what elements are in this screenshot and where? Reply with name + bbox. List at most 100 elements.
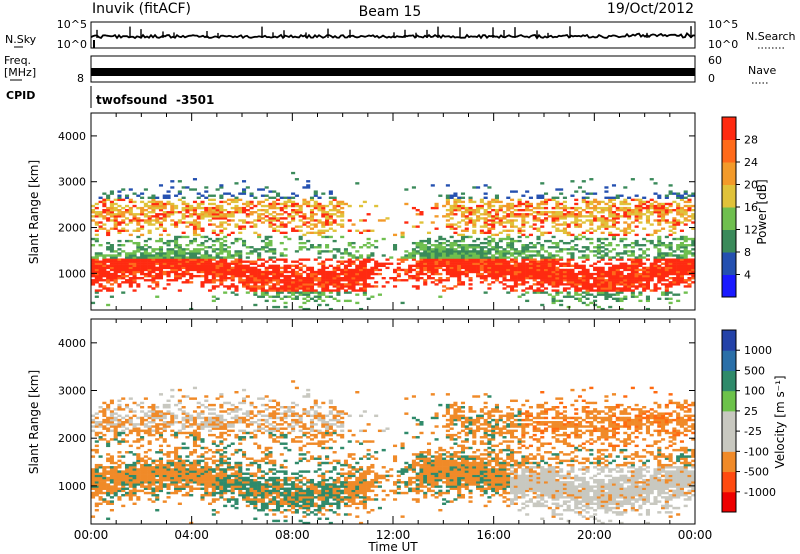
power-cell xyxy=(223,266,228,270)
power-cell xyxy=(291,204,296,208)
power-cell xyxy=(317,281,322,284)
velocity-cell xyxy=(158,412,164,415)
power-cell xyxy=(589,219,594,222)
power-cell xyxy=(442,254,447,257)
power-cell xyxy=(634,258,639,261)
power-cell xyxy=(94,260,99,263)
power-cell xyxy=(211,206,216,210)
power-cell xyxy=(476,270,481,274)
power-cell xyxy=(94,291,99,294)
power-cell xyxy=(668,272,673,276)
power-cell xyxy=(562,262,567,265)
power-cell xyxy=(143,262,148,265)
power-cell xyxy=(189,254,194,257)
power-cell xyxy=(336,204,341,208)
power-cell xyxy=(664,260,669,263)
power-cell xyxy=(192,260,198,263)
power-cell xyxy=(468,252,473,255)
power-cell xyxy=(589,293,594,296)
velocity-cell xyxy=(189,472,194,475)
power-cell xyxy=(638,208,643,212)
power-cell xyxy=(291,208,296,212)
power-cell xyxy=(547,272,552,276)
power-cell xyxy=(91,219,96,222)
power-cell xyxy=(155,262,160,265)
power-cell xyxy=(226,285,231,288)
velocity-cell xyxy=(189,489,194,493)
power-cell xyxy=(555,299,560,303)
power-cell xyxy=(204,250,209,253)
power-cell xyxy=(294,287,299,290)
power-cell xyxy=(638,274,643,278)
power-cell xyxy=(581,200,586,204)
power-cell xyxy=(106,213,111,216)
power-cell xyxy=(98,268,103,272)
velocity-cell xyxy=(128,496,133,499)
power-cell xyxy=(491,258,496,261)
power-cell xyxy=(283,231,288,235)
power-cell xyxy=(494,221,500,224)
power-cell xyxy=(691,217,696,220)
power-cell xyxy=(536,283,541,286)
power-cell xyxy=(94,202,99,206)
power-cell xyxy=(547,281,552,284)
velocity-cell xyxy=(181,461,186,465)
velocity-cell xyxy=(147,470,152,473)
power-cell xyxy=(253,231,258,235)
power-cell xyxy=(653,283,658,286)
power-cell xyxy=(242,225,247,228)
power-cell xyxy=(426,256,432,259)
power-cell xyxy=(449,272,454,276)
power-cell xyxy=(366,268,371,272)
velocity-cell xyxy=(174,451,179,454)
power-cell xyxy=(189,250,194,253)
power-cell xyxy=(396,268,401,272)
power-cell xyxy=(623,213,628,216)
power-cell xyxy=(400,233,405,237)
power-cell xyxy=(479,254,484,257)
power-cell xyxy=(147,254,152,257)
velocity-cell xyxy=(106,491,111,495)
velocity-cell xyxy=(170,483,175,486)
power-cell xyxy=(215,225,220,228)
power-cell xyxy=(374,281,379,284)
power-cell xyxy=(124,208,130,212)
power-cell xyxy=(185,225,190,228)
power-cell xyxy=(136,217,141,220)
velocity-cell xyxy=(143,431,148,435)
velocity-cell xyxy=(177,459,182,463)
power-cell xyxy=(653,182,658,185)
power-cell xyxy=(457,200,462,204)
power-cell xyxy=(128,268,133,272)
power-cell xyxy=(362,266,367,270)
power-cell xyxy=(611,248,617,251)
power-cell xyxy=(562,223,567,226)
power-cell xyxy=(306,258,311,261)
power-cell xyxy=(155,258,160,261)
power-cell xyxy=(645,268,650,272)
power-cell xyxy=(506,237,511,241)
power-cell xyxy=(498,237,503,241)
power-cell xyxy=(166,270,171,274)
power-cell xyxy=(106,266,111,270)
velocity-cell xyxy=(181,483,186,486)
power-cell xyxy=(551,241,556,245)
power-cell xyxy=(555,244,560,247)
power-cell xyxy=(528,262,533,265)
power-cell xyxy=(411,258,416,261)
power-cell xyxy=(619,297,624,300)
power-cell xyxy=(200,254,205,257)
power-cell xyxy=(525,206,530,210)
power-cell xyxy=(483,219,488,222)
power-cell xyxy=(683,192,688,195)
power-cell xyxy=(211,272,216,276)
power-cell xyxy=(683,260,688,263)
power-cell xyxy=(679,268,684,272)
power-cell xyxy=(121,272,126,276)
power-cell xyxy=(177,250,182,253)
power-cell xyxy=(566,225,571,228)
power-cell xyxy=(170,270,175,274)
power-cell xyxy=(642,270,647,274)
power-cell xyxy=(649,264,654,267)
power-cell xyxy=(657,266,662,270)
